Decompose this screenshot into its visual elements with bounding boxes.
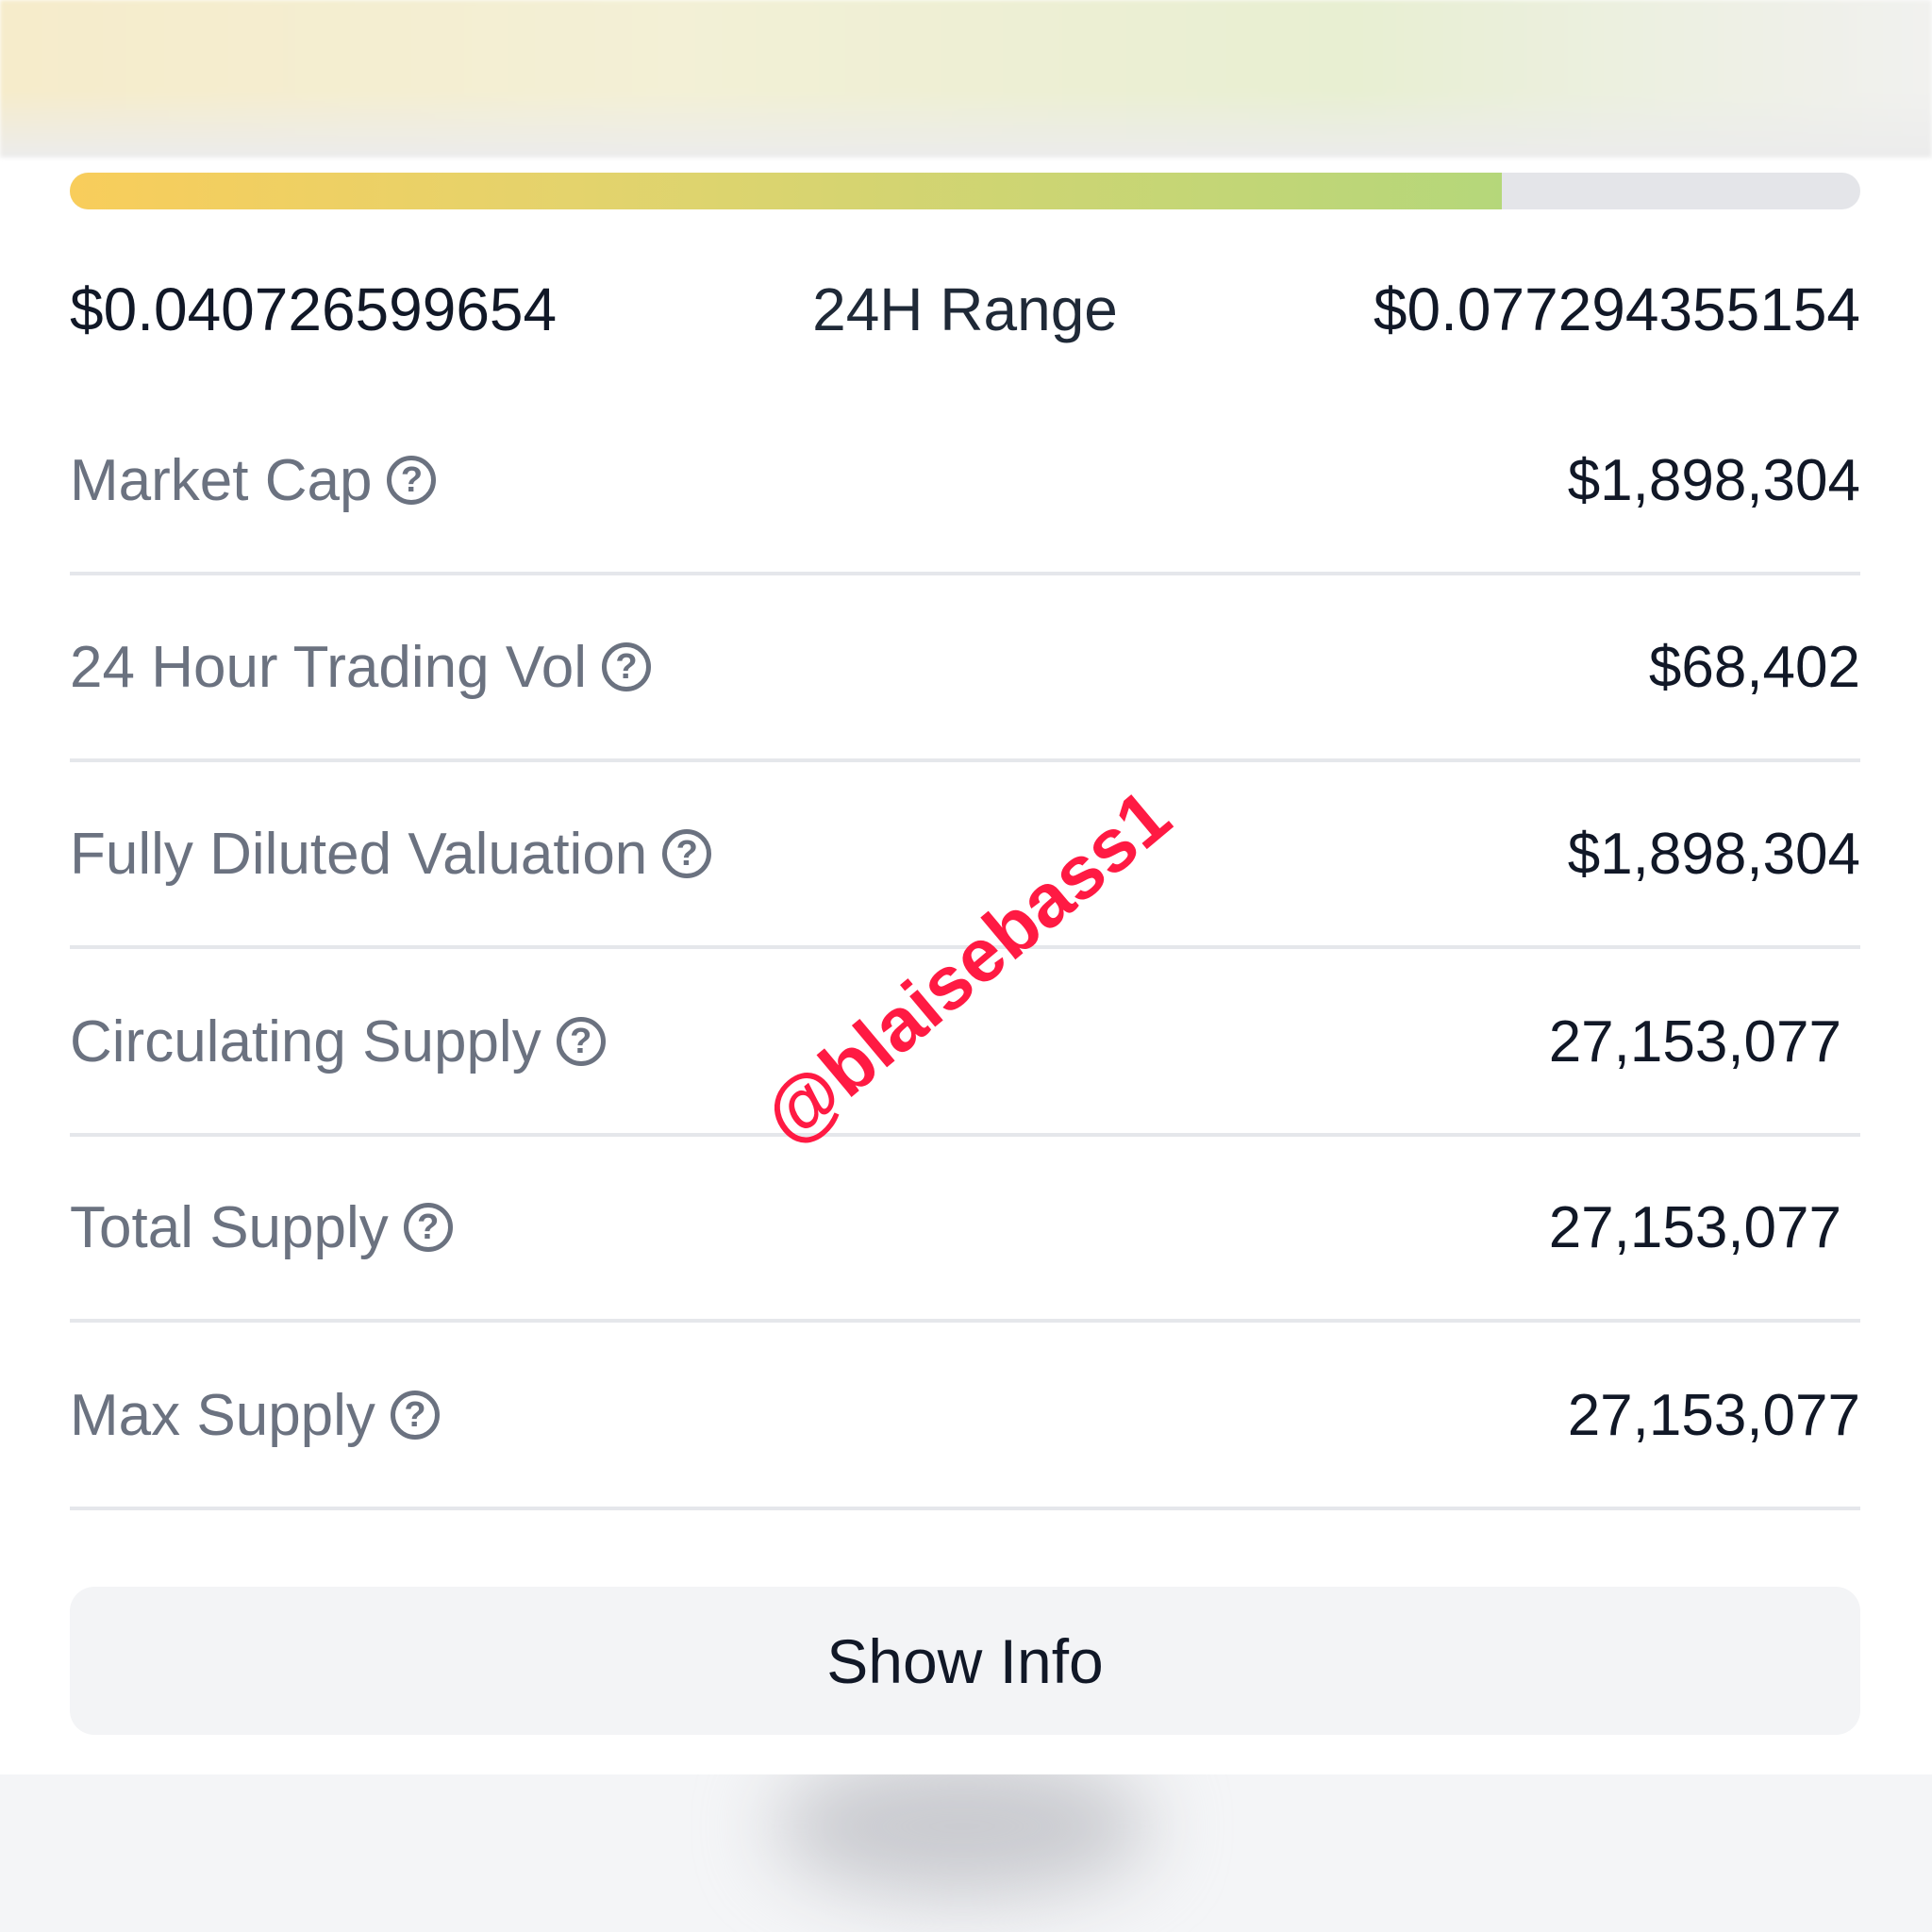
range-label: 24H Range bbox=[812, 275, 1118, 343]
stat-value: $68,402 bbox=[1648, 634, 1860, 700]
stat-label: Circulating Supply? bbox=[70, 1008, 606, 1075]
stat-value: 27,153,077 bbox=[1567, 1382, 1860, 1448]
range-row: $0.040726599654 24H Range $0.07729435515… bbox=[70, 274, 1860, 345]
stat-value: $1,898,304 bbox=[1567, 447, 1860, 513]
range-progress-bar bbox=[70, 173, 1860, 209]
help-circle-icon[interactable]: ? bbox=[602, 642, 652, 691]
blurred-header bbox=[0, 0, 1932, 158]
stat-value: $1,898,304 bbox=[1567, 821, 1860, 887]
stat-value: 27,153,077 bbox=[1548, 1008, 1841, 1074]
stat-value: 27,153,077 bbox=[1548, 1194, 1841, 1260]
help-circle-icon[interactable]: ? bbox=[662, 829, 712, 878]
stat-label: Fully Diluted Valuation? bbox=[70, 821, 712, 888]
stat-row: Max Supply? 27,153,077 bbox=[70, 1324, 1860, 1510]
show-info-button[interactable]: Show Info bbox=[70, 1587, 1860, 1735]
stat-label: Max Supply? bbox=[70, 1382, 440, 1449]
stat-row: Market Cap? $1,898,304 bbox=[70, 389, 1860, 575]
help-circle-icon[interactable]: ? bbox=[403, 1203, 453, 1252]
help-circle-icon[interactable]: ? bbox=[390, 1391, 440, 1440]
stat-label: 24 Hour Trading Vol? bbox=[70, 634, 652, 701]
stat-row: 24 Hour Trading Vol? $68,402 bbox=[70, 575, 1860, 762]
stat-row: Total Supply? 27,153,077 bbox=[70, 1136, 1860, 1323]
range-low: $0.040726599654 bbox=[70, 275, 558, 343]
stat-label: Market Cap? bbox=[70, 447, 437, 514]
range-progress-fill bbox=[70, 173, 1503, 209]
range-high: $0.077294355154 bbox=[1373, 275, 1860, 343]
blurred-footer bbox=[0, 1774, 1932, 1932]
stat-row: Fully Diluted Valuation? $1,898,304 bbox=[70, 762, 1860, 949]
help-circle-icon[interactable]: ? bbox=[556, 1017, 606, 1066]
help-circle-icon[interactable]: ? bbox=[387, 456, 437, 505]
stat-row: Circulating Supply? 27,153,077 bbox=[70, 950, 1860, 1137]
stat-label: Total Supply? bbox=[70, 1194, 453, 1261]
